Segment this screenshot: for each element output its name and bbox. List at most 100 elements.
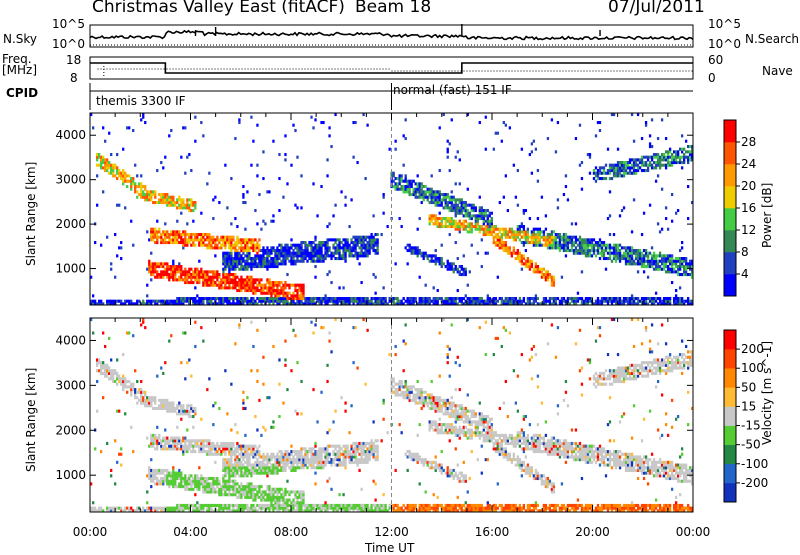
power-cell (461, 222, 463, 225)
power-cell (619, 164, 621, 167)
power-cell (463, 201, 465, 204)
velocity-cell (192, 480, 194, 483)
power-cell (447, 156, 449, 159)
velocity-cell (266, 461, 268, 464)
power-cell (184, 206, 186, 209)
power-cell (184, 172, 186, 175)
velocity-cell (208, 445, 210, 448)
power-cell (148, 268, 150, 271)
power-cell (409, 188, 411, 191)
power-cell (685, 273, 687, 276)
power-cell (509, 246, 511, 249)
velocity-cell (124, 385, 126, 388)
power-cell (280, 262, 282, 265)
velocity-cell (210, 447, 212, 450)
power-cell (609, 254, 611, 257)
power-cell (639, 166, 641, 169)
velocity-cell (140, 393, 142, 396)
velocity-cell (202, 504, 204, 507)
velocity-cell (166, 410, 168, 413)
power-cell (629, 161, 631, 164)
power-cell (162, 270, 164, 273)
velocity-cell (212, 488, 214, 491)
power-cell (669, 270, 671, 273)
power-cell (174, 265, 176, 268)
power-cell (220, 284, 222, 287)
power-cell (537, 297, 539, 300)
velocity-cell (192, 507, 194, 510)
power-cell (320, 252, 322, 255)
power-cell (230, 297, 232, 300)
velocity-cell (222, 458, 224, 461)
power-cell (338, 244, 340, 247)
power-cell (685, 257, 687, 260)
velocity-cell (188, 415, 190, 418)
power-cell (529, 300, 531, 303)
power-cell (290, 260, 292, 263)
power-cell (685, 150, 687, 153)
velocity-cell (100, 450, 102, 453)
power-cell (220, 246, 222, 249)
power-cell (140, 190, 142, 193)
power-cell (270, 289, 272, 292)
velocity-cell (226, 480, 228, 483)
power-cell (663, 297, 665, 300)
power-cell (457, 257, 459, 260)
velocity-cell (262, 490, 264, 493)
power-cell (220, 300, 222, 303)
power-cell (192, 300, 194, 303)
velocity-cell (110, 469, 112, 472)
power-cell (250, 268, 252, 271)
power-cell (465, 225, 467, 228)
power-cell (517, 254, 519, 257)
power-cell (499, 246, 501, 249)
power-cell (168, 236, 170, 239)
power-cell (238, 118, 240, 121)
power-cell (332, 246, 334, 249)
power-cell (615, 260, 617, 263)
power-cell (276, 289, 278, 292)
power-cell (184, 281, 186, 284)
power-cell (631, 164, 633, 167)
power-cell (160, 198, 162, 201)
velocity-cell (186, 361, 188, 364)
power-cell (182, 230, 184, 233)
power-cell (250, 276, 252, 279)
power-cell (681, 156, 683, 159)
velocity-cell (134, 369, 136, 372)
power-cell (236, 249, 238, 252)
power-cell (218, 281, 220, 284)
velocity-cell (218, 407, 220, 410)
power-cell (124, 172, 126, 175)
velocity-cell (122, 377, 124, 380)
power-cell (262, 286, 264, 289)
power-cell (661, 254, 663, 257)
power-cell (186, 278, 188, 281)
power-cell (364, 177, 366, 180)
velocity-cell (232, 472, 234, 475)
power-cell (272, 300, 274, 303)
power-cell (655, 300, 657, 303)
velocity-cell (112, 375, 114, 378)
power-cell (407, 300, 409, 303)
velocity-cell (160, 447, 162, 450)
power-cell (274, 300, 276, 303)
power-cell (517, 236, 519, 239)
power-cell (160, 196, 162, 199)
power-cell (501, 228, 503, 231)
power-cell (439, 257, 441, 260)
power-cell (178, 196, 180, 199)
power-cell (362, 238, 364, 241)
velocity-cell (152, 445, 154, 448)
power-cell (487, 233, 489, 236)
power-cell (304, 241, 306, 244)
power-cell (180, 201, 182, 204)
velocity-cell (194, 480, 196, 483)
power-cell (238, 297, 240, 300)
power-cell (236, 297, 238, 300)
power-cell (681, 246, 683, 249)
power-cell (168, 265, 170, 268)
velocity-cell (254, 464, 256, 467)
velocity-cell (224, 453, 226, 456)
power-cell (178, 262, 180, 265)
